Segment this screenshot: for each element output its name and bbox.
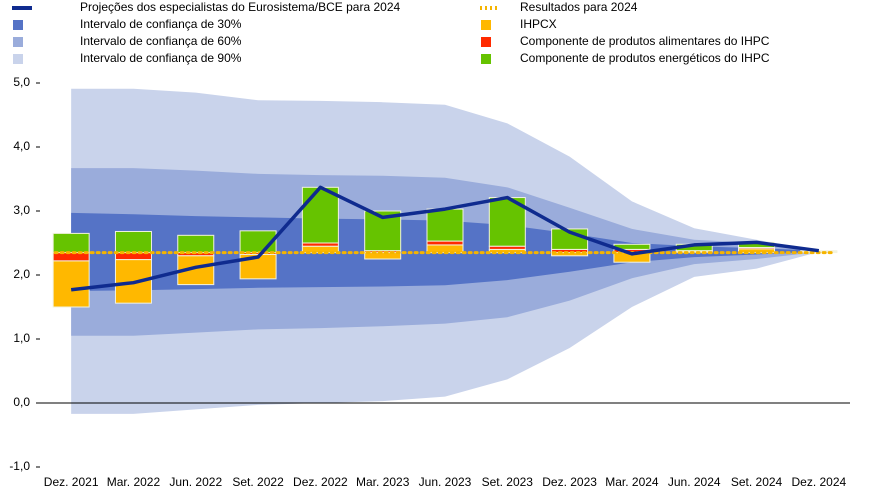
legend-label: Componente de produtos alimentares do IH…: [520, 34, 770, 48]
x-tick-label: Dez. 2024: [791, 475, 846, 489]
x-tick-label: Dez. 2023: [542, 475, 597, 489]
bar-segment: [301, 186, 339, 244]
bar-segment: [52, 232, 90, 254]
bar-segment: [52, 260, 90, 308]
x-tick-label: Mar. 2024: [605, 475, 659, 489]
legend-swatch: [13, 54, 23, 64]
y-tick-label: -1,0: [9, 459, 30, 473]
legend-label: Projeções dos especialistas do Eurosiste…: [80, 0, 401, 14]
legend-swatch: [13, 37, 23, 47]
legend-label: Intervalo de confiança de 90%: [80, 51, 242, 65]
x-tick-label: Set. 2023: [482, 475, 534, 489]
legend-swatch: [13, 20, 23, 30]
bar-segment: [426, 240, 464, 246]
legend-label: IHPCX: [520, 17, 557, 31]
legend-label: Componente de produtos energéticos do IH…: [520, 51, 770, 65]
y-tick-label: 5,0: [13, 75, 30, 89]
x-tick-label: Mar. 2023: [356, 475, 410, 489]
y-tick-label: 4,0: [13, 139, 30, 153]
bar-segment: [426, 208, 464, 242]
x-tick-label: Set. 2024: [731, 475, 783, 489]
y-tick-label: 1,0: [13, 331, 30, 345]
legend-label: Intervalo de confiança de 60%: [80, 34, 242, 48]
legend-swatch: [481, 37, 491, 47]
projection-line: [70, 185, 820, 292]
x-tick-label: Dez. 2021: [44, 475, 99, 489]
legend-swatch: [481, 20, 491, 30]
x-tick-label: Mar. 2022: [107, 475, 161, 489]
x-tick-label: Jun. 2022: [169, 475, 222, 489]
y-tick-label: 0,0: [13, 395, 30, 409]
x-tick-label: Jun. 2024: [668, 475, 721, 489]
bar-segment: [551, 252, 589, 257]
legend-swatch: [481, 54, 491, 64]
x-tick-label: Dez. 2022: [293, 475, 348, 489]
y-tick-label: 2,0: [13, 267, 30, 281]
x-tick-label: Jun. 2023: [419, 475, 472, 489]
bar-segment: [114, 230, 152, 254]
legend-label: Resultados para 2024: [520, 0, 638, 14]
y-tick-label: 3,0: [13, 203, 30, 217]
bar-segment: [364, 252, 402, 260]
x-tick-label: Set. 2022: [232, 475, 284, 489]
legend-label: Intervalo de confiança de 30%: [80, 17, 242, 31]
bar-segment: [177, 234, 215, 254]
bar-segment: [52, 252, 90, 262]
